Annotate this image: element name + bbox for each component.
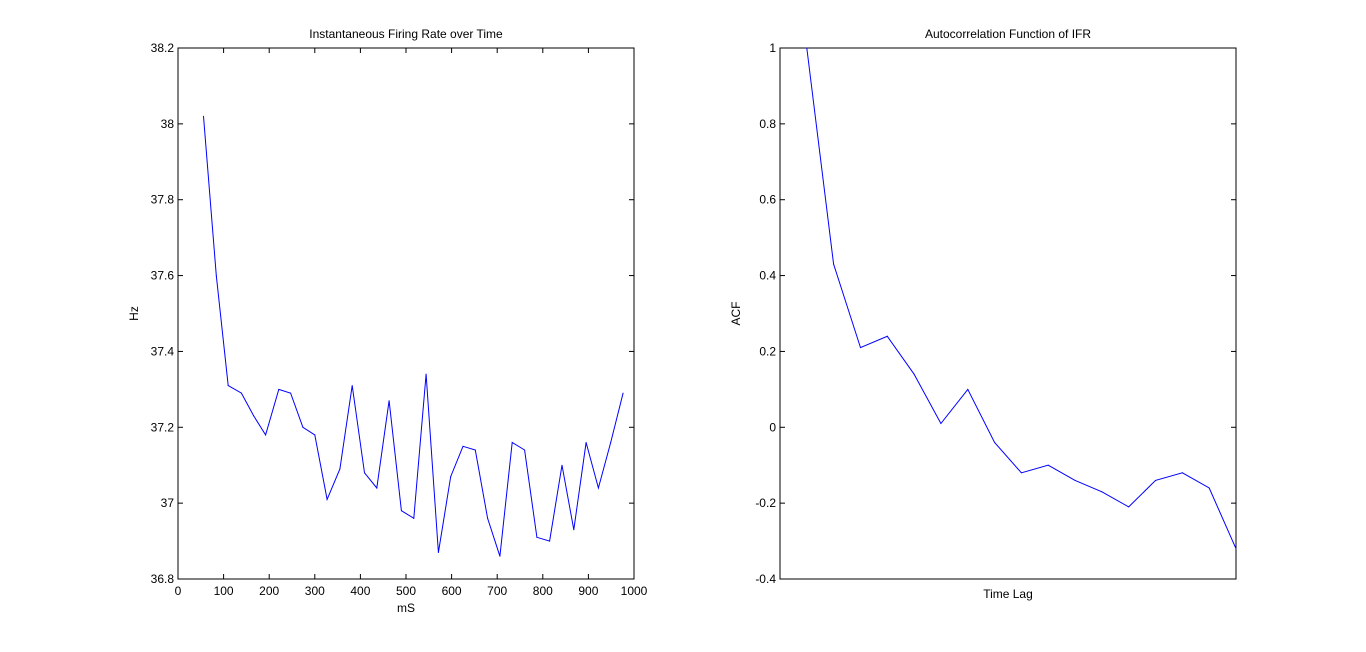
data-point <box>859 347 861 349</box>
series-points-firing-rate <box>203 115 624 557</box>
data-point <box>622 392 624 394</box>
chart-title-autocorrelation: Autocorrelation Function of IFR <box>925 27 1091 41</box>
data-point <box>462 445 464 447</box>
y-tick-label: 37.2 <box>151 420 175 434</box>
series-points-autocorrelation <box>806 47 1237 550</box>
data-point <box>364 472 366 474</box>
y-ticks-firing-rate: 36.8 37 37.2 37.4 37.6 37.8 38 38.2 <box>151 41 634 586</box>
data-point <box>388 400 390 402</box>
data-point <box>1101 491 1103 493</box>
data-point <box>806 47 808 49</box>
x-axis-label-autocorrelation: Time Lag <box>983 587 1033 601</box>
x-tick-label: 800 <box>533 584 553 598</box>
y-tick-label: 38.2 <box>151 41 175 55</box>
data-point <box>573 529 575 531</box>
data-point <box>314 434 316 436</box>
chart-title-firing-rate: Instantaneous Firing Rate over Time <box>309 27 503 41</box>
y-tick-label: -0.2 <box>755 496 776 510</box>
data-point <box>561 464 563 466</box>
data-point <box>499 555 501 557</box>
x-tick-label: 500 <box>396 584 416 598</box>
data-point <box>610 441 612 443</box>
data-point <box>413 517 415 519</box>
x-tick-label: 900 <box>578 584 598 598</box>
data-point <box>524 449 526 451</box>
data-point <box>425 373 427 375</box>
data-point <box>437 551 439 553</box>
x-tick-label: 700 <box>487 584 507 598</box>
chart-autocorrelation: -0.4 -0.2 0 0.2 0.4 0.6 0.8 1 Autocorrelation F… <box>729 27 1237 601</box>
y-tick-label: 0.4 <box>759 269 776 283</box>
data-point <box>967 388 969 390</box>
y-tick-label: 37.4 <box>151 344 175 358</box>
data-point <box>400 510 402 512</box>
data-point <box>940 422 942 424</box>
data-point <box>253 415 255 417</box>
data-point <box>913 373 915 375</box>
x-tick-label: 0 <box>175 584 182 598</box>
y-tick-label: 0.2 <box>759 344 776 358</box>
data-point <box>1208 487 1210 489</box>
data-point <box>215 275 217 277</box>
x-tick-label: 400 <box>350 584 370 598</box>
data-point <box>1047 464 1049 466</box>
y-tick-label: 38 <box>161 117 175 131</box>
x-tick-label: 1000 <box>621 584 648 598</box>
data-point <box>1020 472 1022 474</box>
y-ticks-autocorrelation: -0.4 -0.2 0 0.2 0.4 0.6 0.8 1 <box>755 41 1236 586</box>
data-point <box>326 498 328 500</box>
y-tick-label: -0.4 <box>755 572 776 586</box>
y-tick-label: 0 <box>769 420 776 434</box>
y-tick-label: 37.8 <box>151 193 175 207</box>
x-tick-label: 600 <box>442 584 462 598</box>
data-point <box>227 385 229 387</box>
x-tick-label: 200 <box>259 584 279 598</box>
data-point <box>203 115 205 117</box>
y-tick-label: 0.8 <box>759 117 776 131</box>
data-point <box>450 476 452 478</box>
data-point <box>240 392 242 394</box>
data-point <box>265 434 267 436</box>
data-point <box>474 449 476 451</box>
data-point <box>376 487 378 489</box>
x-tick-label: 100 <box>214 584 234 598</box>
data-point <box>1235 548 1237 550</box>
data-point <box>994 441 996 443</box>
x-ticks-firing-rate: 0 100 200 300 400 500 600 700 800 900 1000 <box>175 48 648 598</box>
data-point <box>351 385 353 387</box>
x-tick-label: 300 <box>305 584 325 598</box>
data-point <box>302 426 304 428</box>
chart-firing-rate: 0 100 200 300 400 500 600 700 800 900 1000 36.8373… <box>127 27 648 615</box>
data-point <box>339 468 341 470</box>
data-point <box>585 441 587 443</box>
data-point <box>886 335 888 337</box>
y-tick-label: 0.6 <box>759 193 776 207</box>
data-point <box>549 540 551 542</box>
x-axis-label-firing-rate: mS <box>397 601 415 615</box>
plot-frame-firing-rate <box>177 47 635 580</box>
y-tick-label: 37 <box>161 496 175 510</box>
plot-frame-autocorrelation <box>779 47 1237 580</box>
y-axis-label-firing-rate: Hz <box>127 306 141 321</box>
y-axis-label-autocorrelation: ACF <box>729 302 743 326</box>
y-tick-label: 1 <box>769 41 776 55</box>
y-tick-label: 37.6 <box>151 269 175 283</box>
data-point <box>1181 472 1183 474</box>
data-point <box>1128 506 1130 508</box>
data-point <box>1155 479 1157 481</box>
data-point <box>833 263 835 265</box>
data-point <box>597 487 599 489</box>
y-tick-label: 36.8 <box>151 572 175 586</box>
data-point <box>536 536 538 538</box>
data-point <box>487 517 489 519</box>
data-point <box>1074 479 1076 481</box>
data-point <box>278 388 280 390</box>
data-point <box>290 392 292 394</box>
data-point <box>511 441 513 443</box>
